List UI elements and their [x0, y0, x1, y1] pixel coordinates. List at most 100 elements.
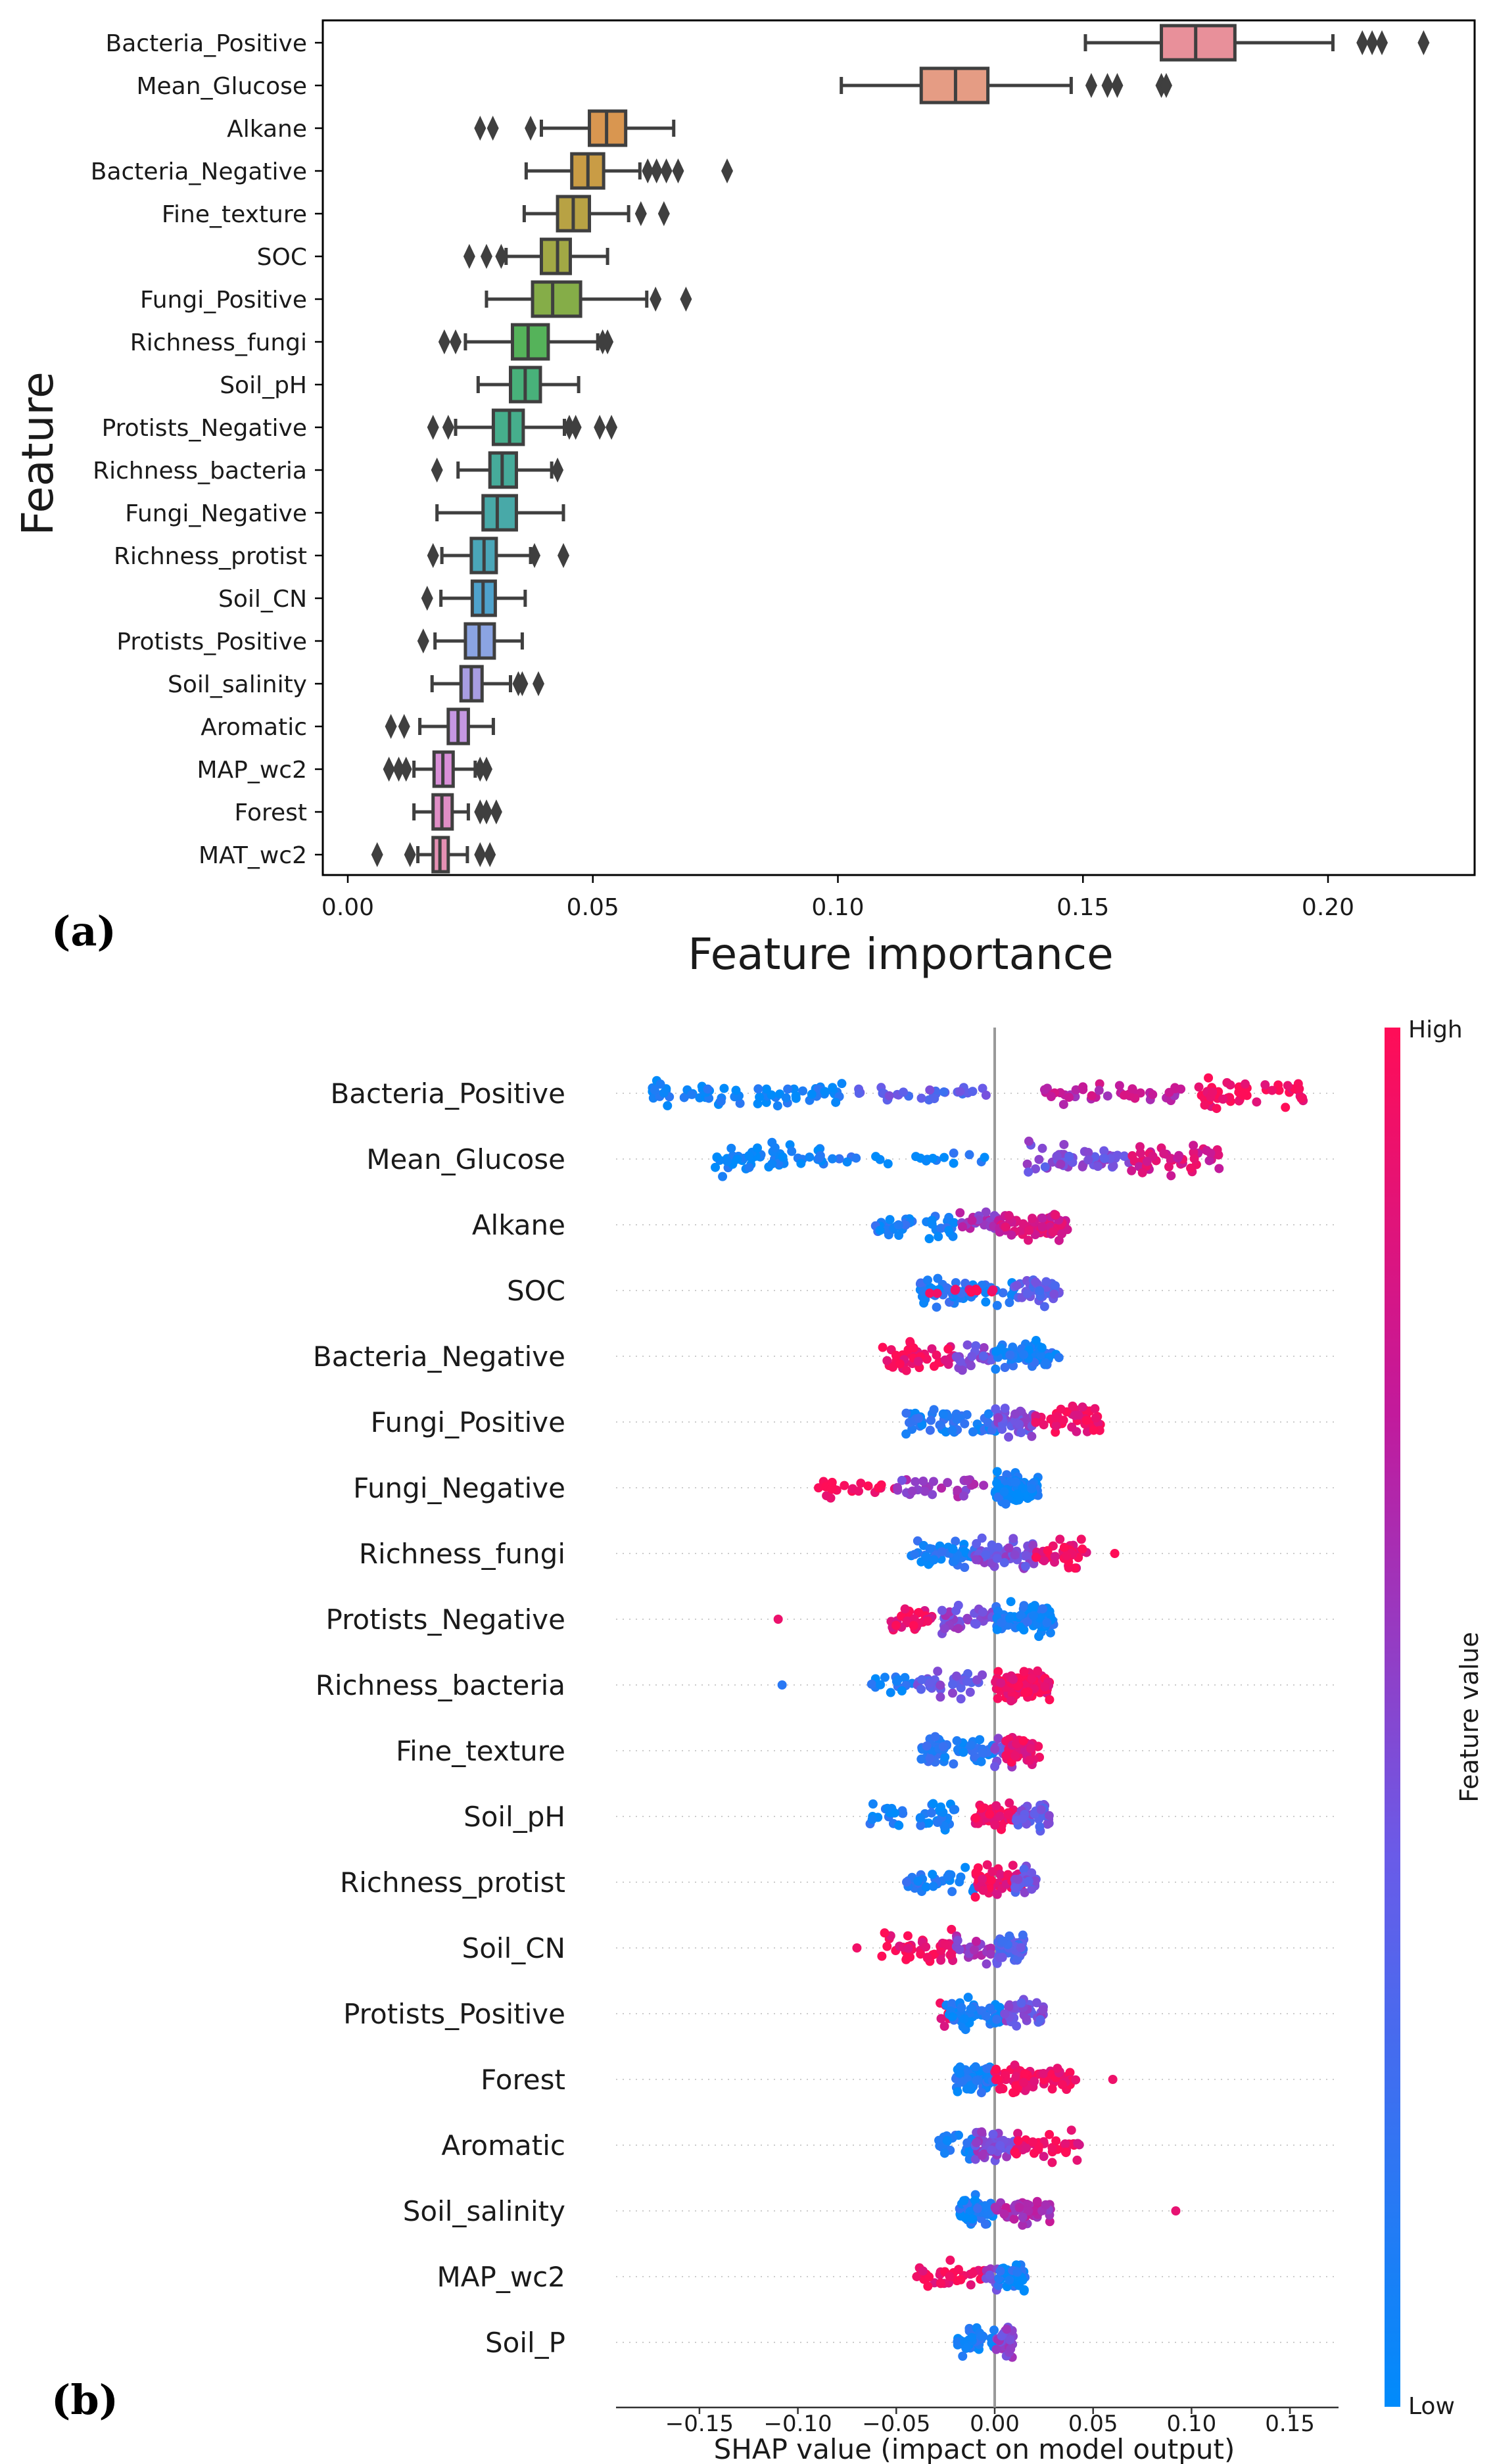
- shap-point: [1036, 1805, 1046, 1814]
- shap-point: [939, 1152, 949, 1162]
- shap-point: [993, 2074, 1003, 2084]
- shap-point: [1174, 1150, 1184, 1160]
- shap-point: [949, 1218, 959, 1227]
- shap-point: [1110, 1549, 1120, 1558]
- swarm-Protists_Positive: [936, 1993, 1048, 2035]
- shap-point: [891, 1621, 901, 1630]
- shap-point: [1005, 1298, 1014, 1308]
- shap-point: [992, 1300, 1002, 1310]
- y-tick-label: Protists_Positive: [116, 628, 307, 655]
- shap-point: [1076, 1534, 1086, 1544]
- shap-point: [1024, 1167, 1033, 1177]
- shap-point: [979, 1481, 989, 1490]
- x-tick-label: 0.00: [970, 2411, 1020, 2437]
- shap-point: [923, 1275, 933, 1285]
- feature-label: Alkane: [472, 1209, 565, 1241]
- shap-point: [1027, 1884, 1037, 1894]
- shap-point: [980, 1152, 989, 1162]
- iqr-box: [531, 280, 582, 318]
- shap-point: [1013, 2136, 1023, 2146]
- shap-point: [925, 1289, 935, 1298]
- shap-point: [970, 2195, 980, 2205]
- shap-point: [963, 1669, 973, 1678]
- shap-point: [955, 2068, 964, 2078]
- shap-point: [1100, 1154, 1110, 1164]
- shap-point: [964, 1150, 974, 1160]
- shap-point: [961, 1862, 970, 1872]
- shap-point: [943, 1872, 953, 1882]
- y-tick-label: Richness_bacteria: [93, 458, 307, 485]
- shap-point: [877, 1951, 887, 1961]
- shap-point: [982, 1959, 991, 1969]
- shap-point: [951, 1536, 961, 1546]
- outlier-marker: [484, 842, 496, 867]
- shap-beeswarm-plot: (b) SHAP value (impact on model output) …: [51, 1016, 1484, 2464]
- y-tick-label: Fine_texture: [162, 201, 307, 228]
- shap-point: [1089, 1425, 1099, 1435]
- shap-point: [959, 1491, 968, 1501]
- shap-point: [926, 1808, 936, 1818]
- y-tick-label: Bacteria_Negative: [91, 158, 307, 185]
- shap-point: [1225, 1080, 1235, 1090]
- box-Fine_texture: [522, 195, 670, 233]
- shap-point: [1083, 1155, 1093, 1165]
- shap-point: [960, 1419, 970, 1429]
- shap-point: [1047, 2084, 1057, 2094]
- shap-point: [1030, 2077, 1039, 2087]
- shap-point: [1027, 1674, 1037, 1684]
- swarm-Richness_fungi: [907, 1533, 1120, 1573]
- shap-point: [951, 1278, 961, 1288]
- shap-point: [781, 1093, 791, 1102]
- shap-point: [885, 1215, 895, 1225]
- shap-point: [972, 2075, 982, 2085]
- x-tick-label: 0.05: [1068, 2411, 1118, 2437]
- shap-point: [1206, 1149, 1216, 1158]
- shap-point: [978, 1874, 987, 1884]
- box-MAT_wc2: [371, 836, 496, 874]
- shap-point: [659, 1088, 669, 1098]
- shap-point: [927, 1216, 937, 1225]
- shap-point: [987, 1540, 997, 1550]
- shap-point: [947, 2012, 957, 2022]
- shap-point: [923, 1616, 933, 1626]
- x-axis-label: Feature importance: [688, 929, 1113, 980]
- shap-point: [990, 1762, 1000, 1772]
- shap-point: [837, 1079, 847, 1089]
- shap-point: [981, 2011, 991, 2021]
- shap-point: [1031, 1277, 1041, 1287]
- outlier-marker: [602, 329, 614, 354]
- shap-point: [1057, 1229, 1067, 1239]
- y-tick-label: Fungi_Positive: [140, 287, 307, 314]
- outlier-marker: [398, 714, 410, 739]
- shap-point: [767, 1159, 777, 1169]
- shap-point: [1294, 1084, 1304, 1094]
- shap-point: [1094, 1085, 1104, 1095]
- feature-label: Aromatic: [441, 2129, 565, 2162]
- shap-point: [932, 1289, 942, 1298]
- shap-point: [995, 2266, 1005, 2276]
- shap-point: [1112, 1150, 1122, 1160]
- shap-point: [957, 1365, 967, 1375]
- shap-point: [936, 1692, 945, 1702]
- shap-point: [988, 1285, 998, 1295]
- shap-point: [882, 1941, 892, 1951]
- shap-point: [942, 2135, 952, 2145]
- shap-point: [831, 1097, 841, 1107]
- outlier-marker: [474, 116, 486, 141]
- y-tick-label: Protists_Negative: [102, 415, 307, 442]
- shap-point: [1037, 1604, 1047, 1614]
- shap-point: [921, 1942, 931, 1952]
- shap-point: [1010, 2147, 1020, 2157]
- colorbar-high-label: High: [1408, 1016, 1463, 1043]
- shap-point: [1034, 1632, 1044, 1642]
- shap-point: [985, 2270, 995, 2280]
- shap-point: [1039, 2068, 1049, 2078]
- swarm-Soil_P: [953, 2322, 1018, 2362]
- shap-point: [911, 1477, 920, 1486]
- shap-point: [970, 1813, 980, 1823]
- shap-point: [1002, 2324, 1012, 2334]
- shap-point: [1004, 1211, 1014, 1221]
- swarm-Protists_Negative: [773, 1597, 1058, 1642]
